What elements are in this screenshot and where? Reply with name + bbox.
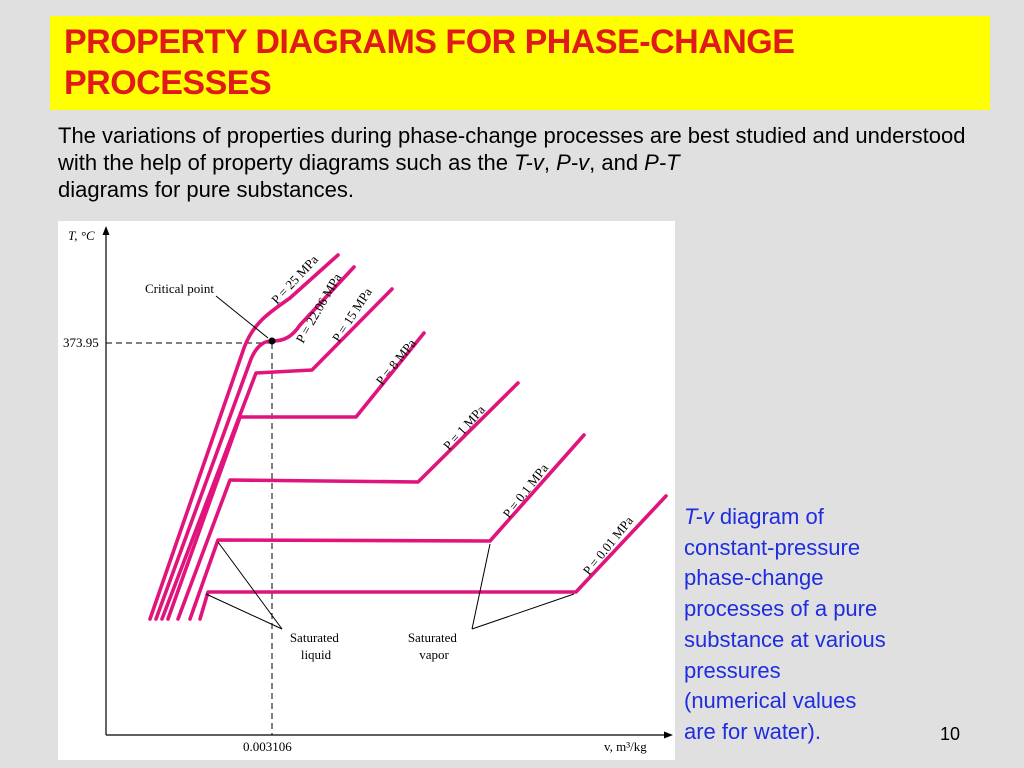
caption-line-7: (numerical values xyxy=(684,688,857,714)
critical-temperature-tick: 373.95 xyxy=(63,335,99,350)
isobar-0-01mpa xyxy=(198,494,668,621)
isobar-labels: P = 25 MPa P = 22.06 MPa P = 15 MPa P = … xyxy=(268,252,636,578)
tv-diagram-figure: Critical point T, °C 373.95 0.003106 v, … xyxy=(58,221,675,760)
caption-line-2: constant-pressure xyxy=(684,534,861,560)
intro-text-1: The variations of properties during phas… xyxy=(58,123,966,175)
sat-liquid-leader-1 xyxy=(217,541,283,630)
saturated-vapor-label: Saturated vapor xyxy=(408,630,460,662)
slide-title: PROPERTY DIAGRAMS FOR PHASE-CHANGE PROCE… xyxy=(64,22,795,104)
sat-vapor-leader-2 xyxy=(471,593,575,630)
sat-vapor-leader-1 xyxy=(471,543,491,630)
isobar-0-1mpa xyxy=(188,433,586,621)
caption-line-3: phase-change xyxy=(684,565,824,591)
sat-liquid-leader-2 xyxy=(205,593,283,630)
x-axis-label: v, m³/kg xyxy=(604,739,647,754)
figure-caption: T-v diagram of constant-pressure phase-cha… xyxy=(684,502,934,748)
isobar-label-0-01mpa: P = 0.01 MPa xyxy=(580,513,637,578)
x-axis-arrow-icon xyxy=(664,731,673,739)
intro-tv: T-v xyxy=(514,150,544,175)
critical-point-label: Critical point xyxy=(145,281,214,296)
intro-pt: P-T xyxy=(644,150,680,175)
isobar-15mpa xyxy=(160,287,394,621)
y-axis-arrow-icon xyxy=(102,226,110,235)
critical-point-leader xyxy=(215,295,269,339)
caption-line-6: pressures xyxy=(684,657,781,683)
critical-point-marker xyxy=(268,337,276,345)
title-banner: PROPERTY DIAGRAMS FOR PHASE-CHANGE PROCE… xyxy=(50,16,990,110)
caption-line-5: substance at various xyxy=(684,626,886,652)
intro-pv: P-v xyxy=(556,150,590,175)
critical-volume-tick: 0.003106 xyxy=(243,739,292,754)
isobar-label-8mpa: P = 8 MPa xyxy=(373,336,419,388)
caption-tv: T-v xyxy=(684,504,714,529)
intro-text-2: diagrams for pure substances. xyxy=(58,177,354,202)
intro-paragraph: The variations of properties during phas… xyxy=(58,122,978,203)
saturation-leaders xyxy=(205,541,575,630)
caption-line-1: diagram of xyxy=(713,504,824,529)
title-line-2: PROCESSES xyxy=(64,64,272,102)
isobar-25mpa xyxy=(148,253,340,621)
isobar-label-1mpa: P = 1 MPa xyxy=(440,402,488,453)
caption-line-8: are for water). xyxy=(684,718,821,744)
caption-line-4: processes of a pure xyxy=(684,596,878,622)
intro-sep-2: , and xyxy=(589,150,645,175)
tv-diagram: Critical point T, °C 373.95 0.003106 v, … xyxy=(63,226,673,754)
saturated-liquid-label: Saturated liquid xyxy=(290,630,342,662)
isobar-8mpa xyxy=(166,331,426,621)
axes xyxy=(105,233,666,736)
y-axis-label: T, °C xyxy=(68,228,95,243)
isobar-label-0-1mpa: P = 0.1 MPa xyxy=(500,460,552,520)
title-line-1: PROPERTY DIAGRAMS FOR PHASE-CHANGE xyxy=(64,23,795,61)
isobar-1mpa xyxy=(176,381,520,621)
intro-sep-1: , xyxy=(543,150,557,175)
page-number: 10 xyxy=(940,724,961,744)
